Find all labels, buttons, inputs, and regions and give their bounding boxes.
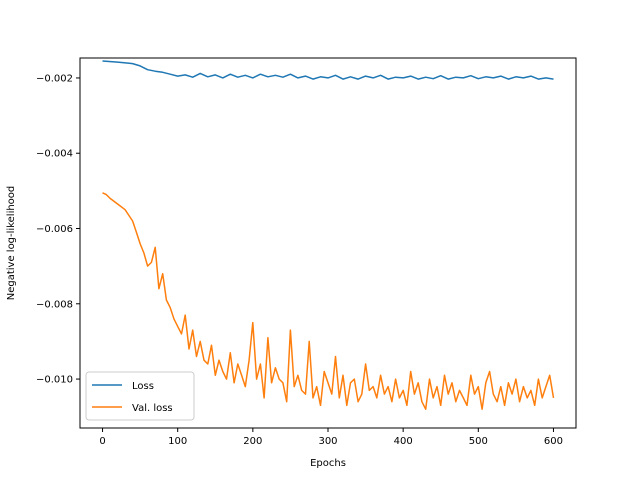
series-line-val-loss: [102, 192, 555, 410]
y-tick-label: −0.010: [36, 375, 73, 386]
x-tick-label: 600: [544, 436, 563, 447]
x-tick-label: 400: [394, 436, 413, 447]
series-line-loss: [102, 60, 554, 80]
y-tick-label: −0.006: [36, 224, 73, 235]
legend-label-val-loss: Val. loss: [132, 403, 173, 414]
x-tick-label: 0: [99, 436, 105, 447]
y-axis-label: Negative log-likelihood: [6, 186, 17, 301]
y-tick-label: −0.008: [36, 299, 73, 310]
series-layer: [102, 60, 555, 410]
y-tick-label: −0.002: [36, 73, 73, 84]
legend: Loss Val. loss: [85, 371, 195, 421]
y-axis-ticks: −0.002 −0.004 −0.006 −0.008 −0.010: [36, 73, 80, 386]
x-axis-ticks: 0 100 200 300 400 500 600: [99, 428, 563, 447]
x-tick-label: 100: [168, 436, 187, 447]
legend-box: [85, 371, 195, 421]
x-axis-label: Epochs: [310, 458, 346, 469]
y-tick-label: −0.004: [36, 149, 73, 160]
x-tick-label: 300: [318, 436, 337, 447]
legend-label-loss: Loss: [132, 381, 154, 392]
x-tick-label: 200: [243, 436, 262, 447]
x-tick-label: 500: [469, 436, 488, 447]
